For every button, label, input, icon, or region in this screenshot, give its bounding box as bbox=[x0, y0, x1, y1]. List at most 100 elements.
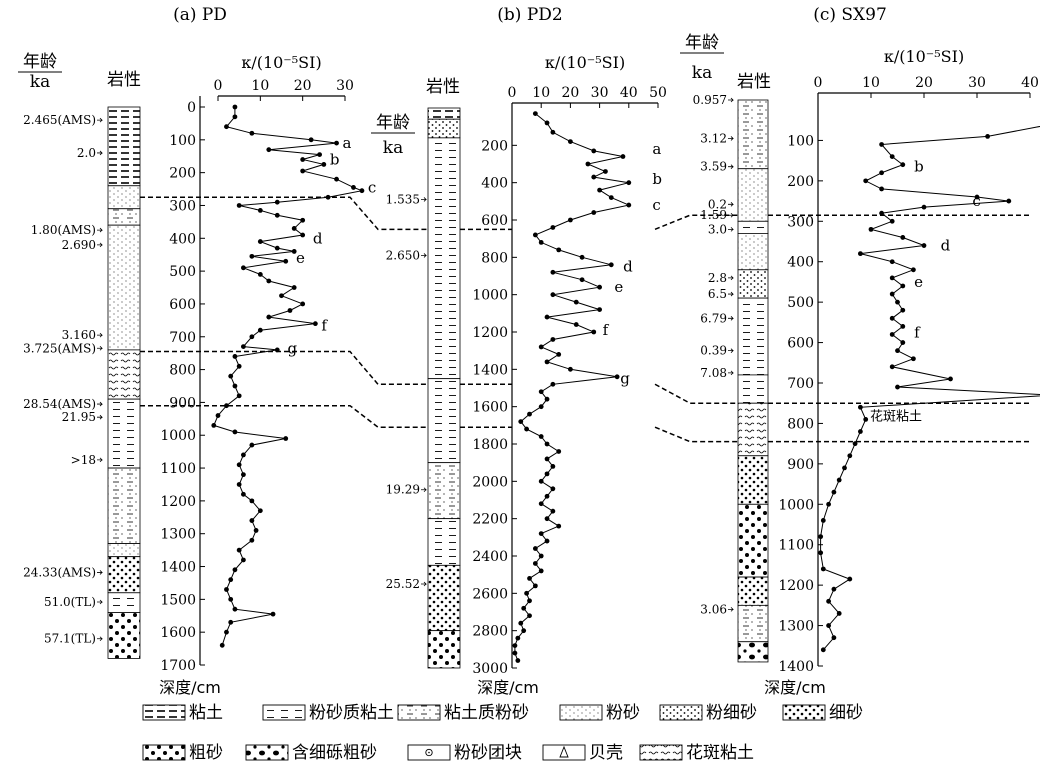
x-axis-label-a: κ/(10⁻⁵SI) bbox=[241, 53, 321, 72]
lith-layer-coarse_sand bbox=[737, 503, 769, 578]
data-point-b bbox=[568, 139, 573, 145]
lith-layer-fine_sand bbox=[737, 576, 769, 606]
data-point-a bbox=[249, 442, 255, 448]
age-header-b: 年龄 bbox=[376, 113, 410, 133]
age-label-a: 2.690 bbox=[62, 238, 96, 252]
age-label-c: 2.8 bbox=[708, 271, 727, 285]
data-point-c bbox=[948, 376, 953, 382]
data-point-c bbox=[900, 162, 906, 168]
data-point-b bbox=[585, 161, 591, 167]
y-tick-label-b: 1400 bbox=[472, 362, 508, 378]
age-label-c: 6.79 bbox=[700, 311, 727, 325]
data-point-c bbox=[863, 416, 869, 422]
y-tick-label-b: 2600 bbox=[472, 586, 508, 602]
data-point-a bbox=[236, 547, 242, 553]
x-axis-label-c: κ/(10⁻⁵SI) bbox=[884, 47, 964, 66]
lith-layer-clayey_silt bbox=[107, 208, 141, 226]
data-point-b bbox=[550, 129, 556, 135]
age-label-b: 25.52 bbox=[386, 577, 420, 591]
lith-layer-silt_fine bbox=[427, 118, 461, 139]
age-label-c: 3.12 bbox=[700, 131, 727, 145]
data-point-c bbox=[836, 477, 842, 483]
panel-c: (c) SX97 κ/(10⁻⁵SI) 0 10 20 30 40 100 200 300 400 5… bbox=[680, 5, 1040, 697]
lith-layer-silty_clay bbox=[427, 137, 461, 380]
data-point-b bbox=[515, 658, 521, 663]
age-arrow-c bbox=[728, 348, 734, 353]
lithology-column-c bbox=[737, 99, 769, 663]
x-tick-label-b: 50 bbox=[649, 85, 667, 101]
data-point-a bbox=[228, 577, 234, 583]
y-tick-label-b: 2400 bbox=[472, 549, 508, 565]
y-tick-label-a: 1100 bbox=[160, 461, 196, 477]
data-point-b bbox=[556, 352, 562, 357]
marker-c-c: c bbox=[972, 192, 980, 210]
lith-layer-fine_sand bbox=[737, 455, 769, 505]
legend-item-gravel_sand: 含细砾粗砂 bbox=[245, 743, 377, 763]
data-point-a bbox=[266, 314, 272, 320]
y-tick-label-a: 800 bbox=[169, 363, 196, 379]
lith-header-b: 岩性 bbox=[426, 77, 460, 97]
marker-e-a: e bbox=[296, 249, 305, 267]
data-point-a bbox=[232, 104, 238, 110]
data-point-b bbox=[532, 583, 538, 589]
legend-swatch bbox=[397, 704, 441, 721]
data-point-b bbox=[538, 404, 544, 410]
profile-line-a bbox=[213, 107, 364, 646]
data-point-b bbox=[512, 650, 518, 656]
data-point-c bbox=[911, 356, 916, 362]
data-point-a bbox=[351, 185, 356, 190]
y-axis-label-c: 深度/cm bbox=[764, 678, 826, 697]
age-arrow-b bbox=[421, 581, 427, 587]
data-point-c bbox=[858, 404, 863, 410]
data-point-c bbox=[889, 218, 895, 224]
data-point-b bbox=[527, 576, 532, 581]
data-point-c bbox=[900, 340, 906, 345]
marker-e-c: e bbox=[914, 273, 923, 291]
panel-b: (b) PD2 κ/(10⁻⁵SI) 0 10 20 30 40 50 200 400 600 800… bbox=[371, 5, 667, 697]
data-point-b bbox=[538, 568, 544, 574]
data-point-a bbox=[359, 188, 365, 194]
age-label-c: 3.06 bbox=[700, 602, 727, 616]
age-label-c: 0.2 bbox=[708, 197, 727, 211]
y-tick-label-b: 800 bbox=[481, 250, 508, 266]
data-point-b bbox=[591, 329, 597, 335]
marker-g-a: g bbox=[288, 339, 298, 357]
data-point-b bbox=[544, 359, 550, 365]
y-tick-label-c: 400 bbox=[787, 255, 814, 271]
age-arrow-b bbox=[421, 197, 427, 202]
data-point-a bbox=[300, 301, 306, 307]
data-point-c bbox=[826, 623, 831, 628]
data-point-a bbox=[224, 124, 229, 130]
data-point-a bbox=[257, 508, 263, 514]
data-point-b bbox=[518, 620, 524, 626]
data-point-a bbox=[283, 436, 289, 441]
legend-swatch bbox=[639, 744, 683, 761]
data-point-c bbox=[831, 489, 837, 495]
legend-item-silt_fine: 粉细砂 bbox=[659, 703, 757, 723]
x-tick-label-a: 0 bbox=[214, 78, 223, 94]
data-point-c bbox=[985, 133, 990, 139]
age-label-b: 2.650 bbox=[386, 248, 420, 262]
y-axis-label-a: 深度/cm bbox=[159, 678, 221, 697]
legend-label-shell: 贝壳 bbox=[589, 743, 623, 763]
data-point-b bbox=[550, 381, 556, 387]
age-arrow-a bbox=[97, 414, 103, 420]
lith-layer-silty_clay bbox=[427, 378, 461, 464]
legend-swatch bbox=[142, 704, 186, 721]
legend-swatch bbox=[142, 744, 186, 761]
data-point-c bbox=[900, 324, 906, 329]
age-arrow-a bbox=[97, 401, 103, 407]
legend-item-clayey_silt: 粘土质粉砂 bbox=[397, 703, 529, 723]
data-point-a bbox=[266, 147, 272, 153]
data-point-b bbox=[524, 590, 529, 596]
data-point-b bbox=[538, 553, 544, 559]
age-label-a: 1.80(AMS) bbox=[31, 223, 96, 237]
data-point-c bbox=[831, 635, 837, 641]
data-point-a bbox=[308, 137, 314, 143]
data-point-a bbox=[300, 157, 306, 162]
age-header-a: 年龄 bbox=[23, 52, 57, 72]
legend-label-clayey_silt: 粘土质粉砂 bbox=[444, 703, 529, 723]
age-arrow-a bbox=[97, 150, 103, 156]
age-arrow-c bbox=[728, 227, 734, 232]
